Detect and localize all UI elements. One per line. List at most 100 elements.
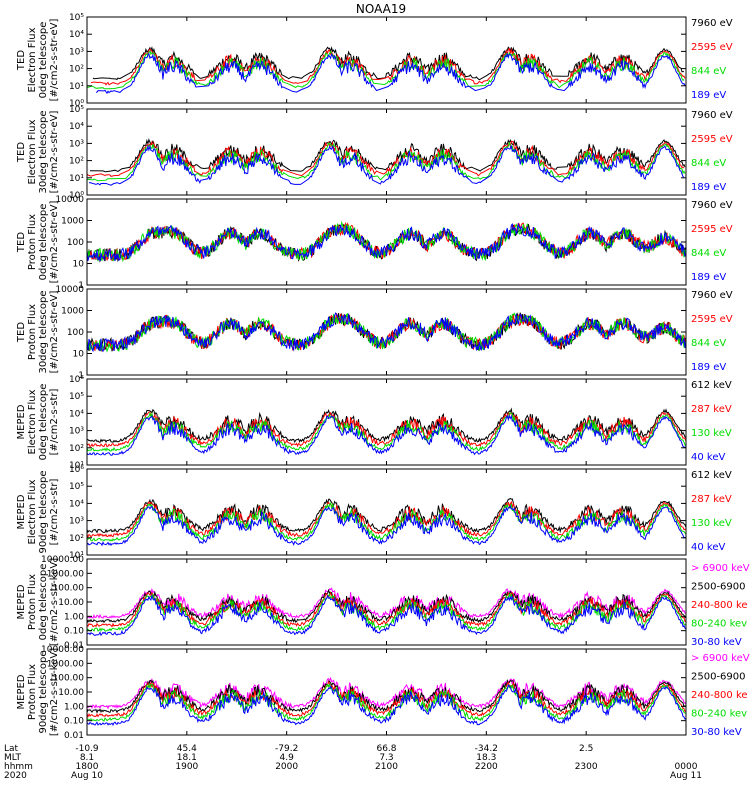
panel-4-ytick-label: 1: [78, 371, 84, 381]
xaxis-row-label: hhmm: [4, 762, 33, 772]
panel-3-legend: 7960 eV 2595 eV 844 eV 189 eV: [691, 200, 733, 283]
panel-5-ylabel-line: MEPED: [16, 404, 27, 439]
panel-6-ytick-label: 10²: [69, 534, 84, 544]
panel-7-series-4: [86, 592, 687, 632]
panel-6-ytick-label: 10⁴: [69, 499, 84, 509]
panel-2-ytick-label: 10²: [69, 157, 84, 167]
panel-4-ytick-label: 1000: [61, 307, 84, 317]
panel-7-ylabel-line: MEPED: [16, 584, 27, 619]
panel-3-series-2: [86, 221, 687, 262]
panel-8-series-2: [86, 679, 687, 714]
panel-5-ylabel-line: Electron Flux: [27, 389, 38, 454]
panel-2-series-3: [86, 141, 686, 182]
panel-3-ylabel-line: 0deg telescope: [38, 204, 49, 281]
xaxis-row-value: 18.3: [476, 753, 496, 763]
panel-2-series-4: [88, 144, 685, 186]
panel-7-ytick-label: 100.00: [53, 584, 85, 594]
panel-5-ylabel: MEPEDElectron Flux0deg telescope[#/cm2-s…: [16, 384, 60, 461]
panel-1-ytick-label: 10²: [69, 65, 84, 75]
panel-6-traces: [86, 497, 687, 547]
panel-1-ytick-label: 10⁰: [69, 99, 84, 109]
panel-4-legend-entry: 844 eV: [691, 338, 726, 349]
panel-6-series-2: [86, 500, 687, 539]
panel-7-legend-entry: > 6900 keV: [691, 563, 750, 574]
panel-5-series-3: [86, 411, 687, 452]
panel-7-ytick-label: 0.01: [64, 641, 84, 651]
panel-2-ytick-label: 10⁰: [69, 191, 84, 201]
xaxis-row-value: 2200: [475, 762, 498, 772]
panel-4-legend-entry: 7960 eV: [691, 290, 733, 301]
panel-5-ytick-label: 10¹: [69, 461, 84, 471]
panel-3-ylabel-line: TED: [16, 232, 27, 253]
panel-6: 10¹ 10² 10³ 10⁴ 10⁵ 10⁶ MEPEDElectron Flux90de…: [16, 465, 732, 561]
panel-4-legend: 7960 eV 2595 eV 844 eV 189 eV: [691, 290, 733, 373]
panel-2-ylabel-line: Electron Flux: [27, 119, 38, 184]
panel-4-legend-entry: 2595 eV: [691, 314, 733, 325]
panel-7-series-2: [86, 588, 687, 624]
panel-1-ytick-label: 10⁴: [69, 30, 84, 40]
panel-7-legend-entry: 240-800 ke: [691, 600, 748, 611]
panel-6-legend: 612 keV 287 keV 130 keV 40 keV: [691, 470, 732, 553]
panel-1-series-4: [95, 52, 687, 95]
panel-7-legend-entry: 2500-6900: [691, 582, 746, 593]
panel-1: 10⁰ 10¹ 10² 10³ 10⁴ 10⁵ TEDElectron Flux0deg t…: [16, 13, 733, 109]
xaxis-row-label: Lat: [4, 744, 19, 754]
panel-8-series-5: [86, 684, 687, 726]
panel-3-legend-entry: 189 eV: [691, 272, 726, 283]
panel-2-ylabel-line: [#/cm2-s-str-eV]: [49, 111, 60, 194]
xaxis-row-value: 4.9: [280, 753, 295, 763]
panel-8-ytick-label: 1000.00: [47, 659, 84, 669]
xaxis-row-value: 0000: [675, 762, 698, 772]
panel-8-legend-entry: 80-240 kev: [691, 709, 747, 720]
panel-8-ylabel-line: [#/cm2-s-str-keV]: [49, 648, 60, 736]
panel-1-ytick-label: 10³: [69, 47, 84, 57]
panel-5-ytick-label: 10²: [69, 444, 84, 454]
panel-5-ytick-label: 10⁵: [69, 392, 84, 402]
panel-1-legend-entry: 2595 eV: [691, 42, 733, 53]
panel-2-ytick-label: 10⁴: [69, 122, 84, 132]
xaxis-row-value: Aug 11: [670, 771, 702, 781]
panel-7-ytick-label: 10.00: [58, 598, 84, 608]
panel-7-series-5: [86, 594, 687, 637]
panel-5: 10¹ 10² 10³ 10⁴ 10⁵ 10⁶ MEPEDElectron Flux0deg…: [16, 375, 732, 471]
panel-8: 0.010.101.0010.00100.001000.0010000.00ME…: [16, 645, 750, 741]
panel-8-legend: > 6900 keV 2500-6900 240-800 ke 80-240 kev 3…: [691, 653, 750, 738]
xaxis-row-value: -10.9: [75, 744, 99, 754]
panel-5-series-4: [86, 414, 687, 456]
panel-5-ylabel-line: [#/cm2-s-str]: [49, 388, 60, 455]
panel-1-legend-entry: 7960 eV: [691, 18, 733, 29]
xaxis-row-value: -79.2: [275, 744, 298, 754]
panel-2-traces: [86, 138, 686, 186]
panel-6-series-4: [86, 504, 687, 547]
panel-7-traces: [86, 587, 687, 637]
panel-6-ytick-label: 10¹: [69, 551, 84, 561]
panel-8-ytick-label: 100.00: [53, 674, 85, 684]
x-axis-labels: Lat -10.9 45.4 -79.2 66.8 -34.2 2.5 MLT 8.1 18.1 4…: [4, 744, 702, 781]
panel-5-legend-entry: 612 keV: [691, 380, 732, 391]
panel-7-legend-entry: 80-240 kev: [691, 619, 747, 630]
panel-2-series-1: [89, 138, 686, 173]
xaxis-row-value: 8.1: [80, 753, 94, 763]
panel-3-ytick-label: 1: [78, 281, 84, 291]
panel-7-ylabel: MEPEDProton Flux0deg telescope[#/cm2-s-s…: [16, 558, 60, 646]
panel-1-ylabel-line: TED: [16, 50, 27, 71]
xaxis-row-value: 7.3: [379, 753, 393, 763]
panel-2-legend-entry: 189 eV: [691, 182, 726, 193]
xaxis-row-value: Aug 10: [71, 771, 103, 781]
panel-3-series-4: [86, 222, 687, 262]
xaxis-row-value: 1800: [76, 762, 99, 772]
panel-7-ylabel-line: 0deg telescope: [38, 564, 49, 641]
panel-4-series-2: [86, 313, 687, 353]
panel-6-ylabel-line: Electron Flux: [27, 479, 38, 544]
panel-3-ylabel-line: [#/cm2-s-str-eV]: [49, 201, 60, 284]
panel-5-legend-entry: 40 keV: [691, 452, 725, 463]
panel-6-ylabel-line: MEPED: [16, 494, 27, 529]
panel-4-ytick-label: 10000: [55, 285, 84, 295]
panel-1-legend-entry: 844 eV: [691, 66, 726, 77]
panel-8-legend-entry: 2500-6900: [691, 672, 746, 683]
panel-5-ytick-label: 10⁶: [69, 375, 84, 385]
panel-2-legend-entry: 7960 eV: [691, 110, 733, 121]
panel-2-ytick-label: 10⁵: [69, 105, 84, 115]
